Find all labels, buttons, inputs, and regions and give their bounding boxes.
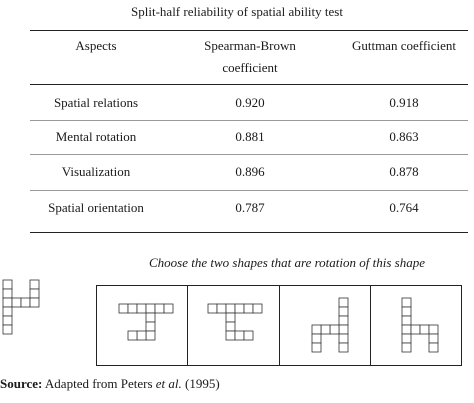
- source-text: Adapted from Peters: [44, 376, 156, 391]
- option-box-3[interactable]: [280, 286, 371, 365]
- table-bottom-rule: [30, 232, 468, 233]
- source-year: (1995): [181, 376, 220, 391]
- row-aspect: Spatial orientation: [48, 200, 144, 215]
- option-box-2[interactable]: [188, 286, 280, 365]
- row-guttman: 0.764: [389, 200, 419, 215]
- header-spearman-brown-line1: Spearman-Brown: [204, 38, 296, 53]
- header-guttman: Guttman coefficient: [351, 38, 457, 53]
- target-cube-figure: [2, 279, 40, 335]
- table-caption: Split-half reliability of spatial abilit…: [131, 4, 343, 19]
- row-guttman: 0.863: [389, 129, 419, 144]
- source-et-al: et al.: [155, 376, 182, 391]
- row-aspect: Spatial relations: [53, 95, 139, 110]
- option-shape-4: [401, 297, 439, 353]
- source-label: Source:: [0, 376, 43, 391]
- instruction-text: Choose the two shapes that are rotation …: [148, 255, 425, 270]
- option-shape-1: [118, 303, 174, 341]
- header-spearman-brown-line2: coefficient: [222, 60, 278, 75]
- row-spearman-brown: 0.881: [235, 129, 265, 144]
- source-note: Source: Adapted from Peters et al. (1995…: [0, 376, 220, 392]
- row-spearman-brown: 0.920: [235, 95, 265, 110]
- row-guttman: 0.878: [389, 164, 419, 179]
- row-aspect: Visualization: [61, 164, 131, 179]
- answer-options: [96, 285, 462, 366]
- row-rule: [30, 120, 468, 121]
- header-rule: [30, 84, 468, 85]
- header-spearman-brown: Spearman-Brown coefficient: [170, 38, 330, 76]
- row-spearman-brown: 0.896: [235, 164, 265, 179]
- option-box-4[interactable]: [371, 286, 461, 365]
- row-guttman: 0.918: [389, 95, 419, 110]
- target-shape-squares: [2, 279, 40, 335]
- row-rule: [30, 190, 468, 191]
- header-aspects: Aspects: [75, 38, 117, 53]
- row-spearman-brown: 0.787: [235, 200, 265, 215]
- row-rule: [30, 154, 468, 155]
- option-box-1[interactable]: [97, 286, 189, 365]
- option-shape-3: [311, 297, 348, 353]
- table-top-rule: [30, 30, 468, 31]
- row-aspect: Mental rotation: [55, 129, 137, 144]
- option-shape-2: [207, 303, 263, 341]
